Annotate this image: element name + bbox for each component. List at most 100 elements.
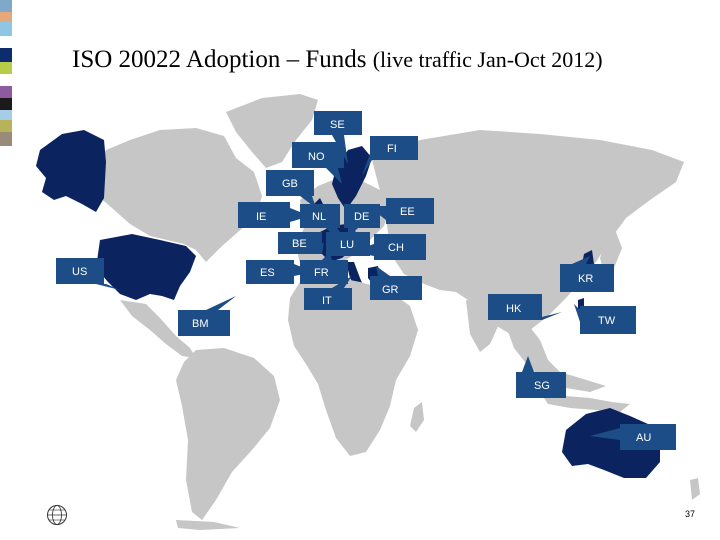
land-usa[interactable] [96,234,196,300]
callout-us[interactable]: US [56,258,120,290]
title-main: ISO 20022 Adoption – Funds [72,46,367,73]
callout-gb-label: GB [282,178,298,190]
callout-lu-pointer [332,224,340,232]
callout-no-pointer [326,168,342,184]
callout-kr-pointer [572,256,590,264]
callout-es-label: ES [260,267,275,279]
callout-bm-label: BM [192,318,209,330]
callout-sg-pointer [522,356,534,372]
callout-ee-pointer [368,206,386,220]
callout-tw[interactable]: TW [574,304,636,334]
callout-fr[interactable]: FR [300,252,348,284]
callout-ch-label: CH [388,242,404,254]
callout-hk-label: HK [506,303,522,315]
callout-au-label: AU [636,432,651,444]
callout-gr-pointer [376,266,390,276]
callout-us-pointer [96,284,120,290]
callout-es-box [246,260,294,284]
land-asia [372,130,684,334]
callout-sg-label: SG [534,380,550,392]
callout-nl-box [300,204,340,228]
stripe [0,0,12,12]
callout-ie-box [238,202,290,228]
callout-be-box [278,232,322,254]
land-japan [600,232,622,272]
callout-it-box [304,288,352,310]
stripe [0,62,12,74]
land-north-america [92,128,262,262]
callout-be-pointer [312,242,324,254]
callout-se-box [314,111,362,135]
callout-it-pointer [332,276,352,288]
callout-ch-box [374,234,426,260]
callout-lu-label: LU [340,239,354,251]
callout-no-box [292,142,344,168]
swift-logo-icon [47,505,67,525]
stripe [0,98,12,110]
callout-no[interactable]: NO [292,142,344,184]
stripe [0,22,12,36]
stripe [0,120,12,132]
stripe [0,132,12,146]
callout-kr-label: KR [578,273,593,285]
stripe [0,12,12,22]
land-south-america [176,348,280,520]
callout-bm[interactable]: BM [178,296,236,336]
callout-fi[interactable]: FI [362,136,418,176]
callout-us-box [56,258,104,284]
callout-gr[interactable]: GR [370,266,422,300]
callout-gr-box [370,276,422,300]
callout-ie[interactable]: IE [238,202,310,228]
callout-ie-label: IE [256,211,266,223]
callout-it-label: IT [322,295,332,307]
land-central-america [120,300,196,358]
callout-se-label: SE [330,119,345,131]
stripe [0,86,12,98]
callout-be-label: BE [292,238,307,250]
stripe [0,110,12,120]
callout-it[interactable]: IT [304,276,352,310]
callout-tw-box [580,306,636,334]
callout-ee-box [386,198,434,224]
callout-au[interactable]: AU [590,424,676,450]
callout-hk[interactable]: HK [488,294,562,320]
callout-gb[interactable]: GB [266,170,316,208]
callout-be[interactable]: BE [278,232,324,254]
callout-es[interactable]: ES [246,260,314,284]
page-number: 37 [684,509,695,519]
land-new-zealand [690,478,700,500]
stripe [0,36,12,48]
callout-fi-label: FI [387,143,397,155]
callout-ch[interactable]: CH [350,234,426,260]
land-africa [288,276,418,456]
land-southeast-asia [506,322,606,392]
callout-ee-label: EE [400,206,415,218]
callout-hk-box [488,294,542,320]
callout-tw-label: TW [598,315,616,327]
land-madagascar [410,402,424,432]
callout-gb-box [266,170,314,196]
callout-au-pointer [590,428,620,440]
callout-fr-pointer [322,252,332,260]
land-greenland [226,94,318,168]
callout-fi-pointer [362,148,372,176]
callout-au-box [620,424,676,450]
callout-bm-pointer [206,296,236,310]
callout-sg[interactable]: SG [516,356,566,398]
callout-ch-pointer [350,244,374,256]
callout-fi-box [370,136,418,160]
callout-de-label: DE [354,211,369,223]
callout-ee[interactable]: EE [368,198,434,224]
callout-us-label: US [72,266,87,278]
callout-bm-box [178,310,230,336]
land-alaska[interactable] [36,130,106,212]
callout-kr[interactable]: KR [560,256,614,292]
callout-kr-box [560,264,614,292]
callout-fr-box [300,260,348,284]
title-sub: (live traffic Jan-Oct 2012) [372,47,603,72]
stripe [0,74,12,86]
stripe [0,48,12,62]
land-antarctica [176,520,240,530]
callout-gr-label: GR [382,284,399,296]
